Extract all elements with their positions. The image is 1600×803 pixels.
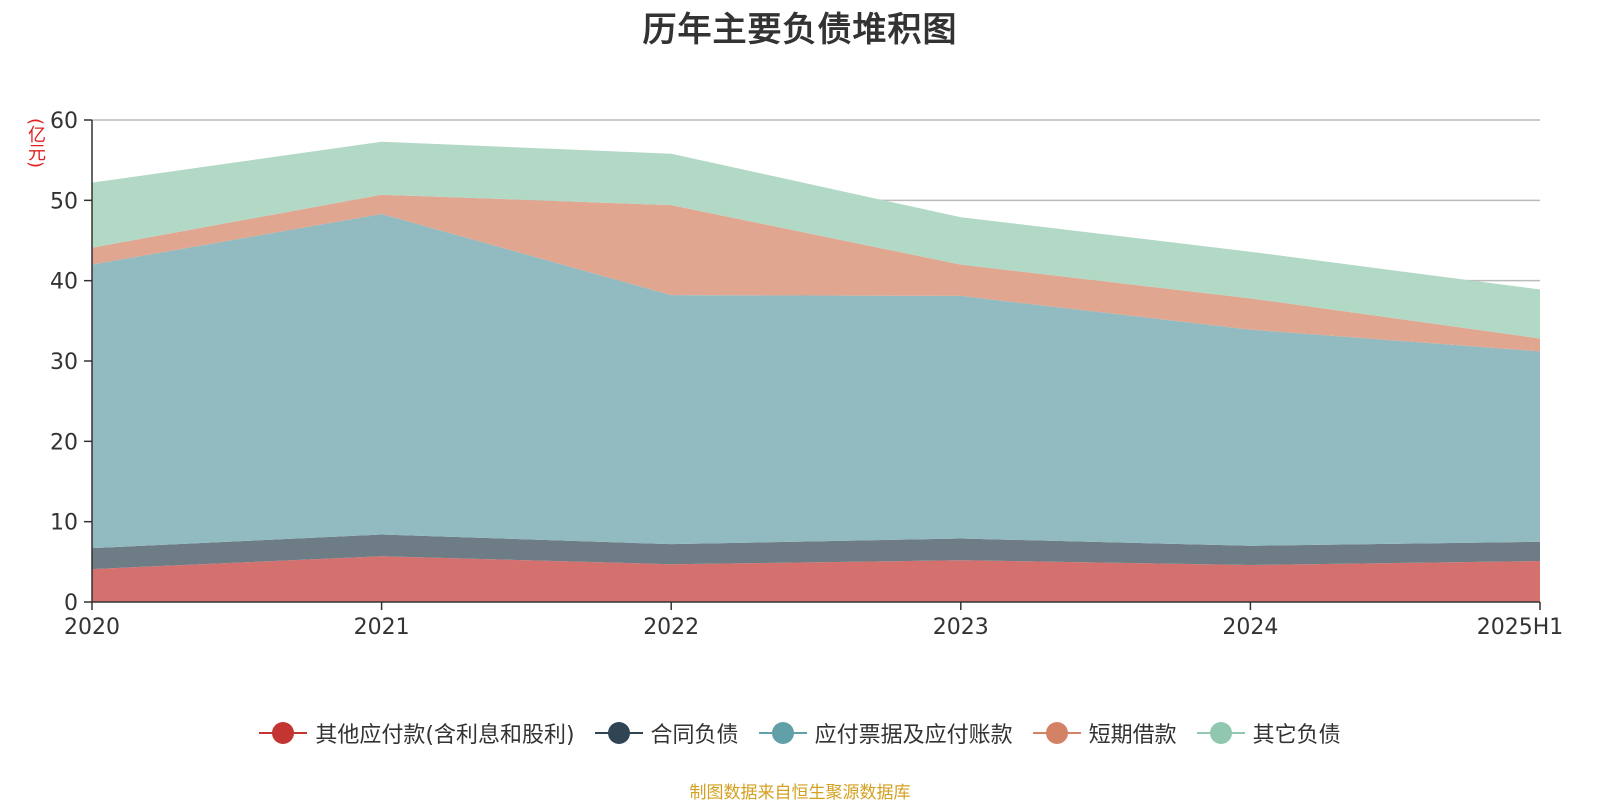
x-tick-label: 2024 <box>1222 615 1278 640</box>
area-series-1 <box>92 556 1540 602</box>
legend-label: 短期借款 <box>1088 723 1177 748</box>
area-series-group <box>92 141 1540 602</box>
area-series-4 <box>92 194 1540 352</box>
chart-title: 历年主要负债堆积图 <box>642 10 958 50</box>
x-tick-label: 2021 <box>354 615 410 640</box>
legend-label: 其他应付款(含利息和股利) <box>315 723 575 748</box>
legend-marker-icon <box>259 721 308 745</box>
legend-marker-icon <box>1032 721 1081 745</box>
legend-item-1[interactable]: 其他应付款(含利息和股利) <box>259 717 575 749</box>
legend-label: 合同负债 <box>650 723 739 748</box>
source-note: 制图数据来自恒生聚源数据库 <box>689 783 911 803</box>
legend: 其他应付款(含利息和股利) 合同负债 应付票据及应付账款 短期借款 其它负债 <box>0 717 1600 749</box>
x-tick-label: 2025H1 <box>1477 615 1564 640</box>
area-series-3 <box>92 213 1540 549</box>
y-tick-label: 30 <box>50 350 78 375</box>
legend-label: 其它负债 <box>1252 723 1341 748</box>
legend-item-5[interactable]: 其它负债 <box>1196 717 1341 749</box>
legend-marker-icon <box>758 721 807 745</box>
legend-label: 应付票据及应付账款 <box>814 723 1013 748</box>
legend-item-3[interactable]: 应付票据及应付账款 <box>758 717 1013 749</box>
area-series-2 <box>92 534 1540 570</box>
y-tick-label: 20 <box>50 430 78 455</box>
stacked-area-chart: 0 10 20 30 40 50 60 2020 2021 2022 2023 2024 2025H1 <box>50 109 1563 640</box>
y-tick-label: 50 <box>50 189 78 214</box>
x-tick-label: 2022 <box>643 615 699 640</box>
y-tick-label: 0 <box>64 591 78 616</box>
axes: 0 10 20 30 40 50 60 2020 2021 2022 2023 2024 2025H1 <box>50 109 1563 640</box>
y-axis-unit-label: (亿元) <box>25 118 46 169</box>
legend-marker-icon <box>1196 721 1245 745</box>
y-tick-label: 40 <box>50 270 78 295</box>
legend-marker-icon <box>594 721 643 745</box>
x-tick-label: 2020 <box>64 615 120 640</box>
y-tick-label: 10 <box>50 511 78 536</box>
legend-item-4[interactable]: 短期借款 <box>1032 717 1177 749</box>
legend-item-2[interactable]: 合同负债 <box>594 717 739 749</box>
x-tick-label: 2023 <box>933 615 989 640</box>
area-series-5 <box>92 141 1540 339</box>
y-tick-label: 60 <box>50 109 78 134</box>
